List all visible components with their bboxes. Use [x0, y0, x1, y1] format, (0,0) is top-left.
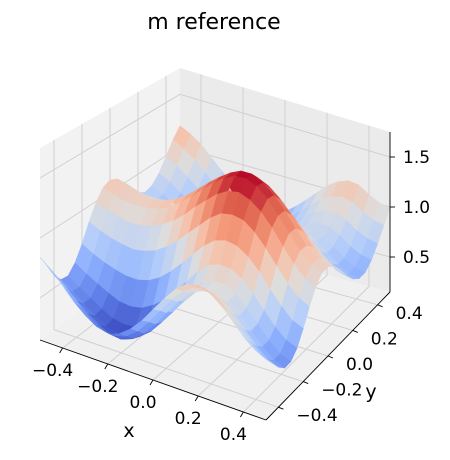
x-tick-label: 0.0 [129, 393, 156, 413]
grid-line-x [197, 112, 328, 397]
y-tick-mark [327, 355, 334, 359]
grid-line-x [243, 125, 370, 413]
y-tick-mark [278, 406, 284, 410]
x-axis-label: x [123, 420, 134, 442]
z-tick-label: 1.0 [403, 198, 430, 218]
y-tick-label: −0.2 [321, 381, 362, 401]
grid-line-z [39, 93, 391, 179]
x-tick-label: 0.4 [220, 425, 247, 445]
tick-labels: −0.4−0.20.00.20.4−0.4−0.20.00.20.40.51.0… [32, 148, 430, 445]
x-tick-mark [149, 379, 154, 386]
y-tick-mark [377, 304, 383, 308]
y-axis-label: y [365, 381, 376, 403]
y-tick-label: −0.4 [296, 406, 337, 426]
surface-mesh [39, 125, 391, 369]
z-tick-label: 1.5 [403, 148, 430, 168]
x-tick-label: 0.2 [175, 409, 202, 429]
x-tick-mark [104, 363, 109, 370]
grid-line-y [53, 140, 279, 408]
y-tick-label: 0.4 [396, 304, 423, 324]
x-tick-mark [59, 347, 63, 354]
x-tick-mark [194, 395, 199, 402]
x-tick-mark [240, 411, 244, 418]
y-tick-label: 0.0 [346, 355, 373, 375]
x-tick-label: −0.4 [32, 361, 73, 381]
chart-title: m reference [147, 10, 280, 35]
y-tick-mark [352, 329, 358, 333]
y-tick-mark [303, 381, 309, 385]
z-tick-label: 0.5 [403, 248, 430, 268]
surface-facet [39, 256, 59, 279]
y-tick-label: 0.2 [371, 329, 398, 349]
x-tick-label: −0.2 [77, 377, 118, 397]
